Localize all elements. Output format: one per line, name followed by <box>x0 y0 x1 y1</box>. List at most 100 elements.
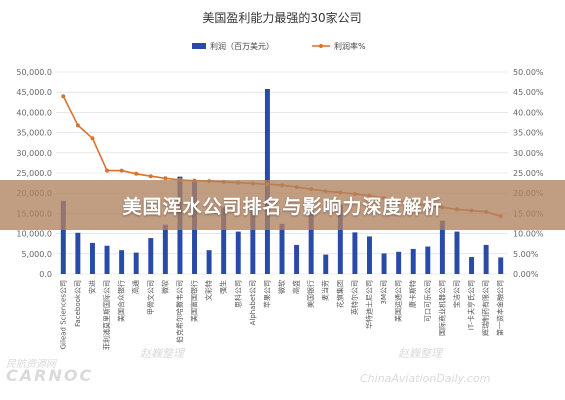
category-label: 苹果公司 <box>262 280 271 308</box>
profit-bar <box>323 254 329 274</box>
category-label: 康卡斯特 <box>408 280 417 308</box>
right-tick-label: 0.00% <box>513 270 539 279</box>
category-label: 美国合众银行 <box>117 280 126 322</box>
margin-point <box>105 168 110 173</box>
profit-bar <box>162 224 168 274</box>
profit-bar <box>498 257 504 274</box>
left-tick-label: 30,000.0 <box>16 149 52 158</box>
category-label: 辉瑞制药有限公司 <box>481 280 490 336</box>
profit-bar <box>396 251 402 274</box>
category-label: 宝洁公司 <box>452 280 461 308</box>
left-tick-label: 25,000.0 <box>16 169 52 178</box>
category-label: 国际商业机器公司 <box>437 280 446 336</box>
category-label: 甲骨文公司 <box>146 280 155 315</box>
profit-bar <box>104 245 110 274</box>
legend-bar-swatch <box>192 43 206 49</box>
category-label: 第一资本金融公司 <box>496 280 505 336</box>
left-tick-label: 35,000.0 <box>16 129 52 138</box>
left-tick-label: 5,000.0 <box>21 250 52 259</box>
category-label: 麦当劳 <box>321 280 330 301</box>
profit-bar <box>469 257 475 274</box>
legend-line-label: 利润率% <box>334 41 366 51</box>
category-label: 文彩特 <box>204 280 213 301</box>
profit-bar <box>308 209 314 274</box>
legend: 利润（百万美元） 利润率% <box>192 41 366 51</box>
profit-bar <box>294 244 300 274</box>
left-tick-label: 0.0 <box>39 270 52 279</box>
headline-text: 美国浑水公司排名与影响力深度解析 <box>122 195 443 218</box>
category-label: 美国运通公司 <box>394 280 403 322</box>
margin-point <box>90 136 95 141</box>
category-label: 安进 <box>87 280 96 294</box>
profit-bar <box>89 242 95 274</box>
watermark-author: 赵巍整理 <box>140 347 184 360</box>
category-label: 花旗集团 <box>335 280 344 308</box>
right-tick-label: 35.00% <box>513 129 544 138</box>
category-label: 微软 <box>160 280 169 294</box>
profit-bar <box>439 220 445 274</box>
right-tick-label: 25.00% <box>513 169 544 178</box>
category-label: Gilead Sciences公司 <box>59 280 67 349</box>
right-tick-label: 50.00% <box>513 68 544 77</box>
legend-line-marker <box>319 44 323 48</box>
profit-bar <box>119 250 125 274</box>
left-tick-label: 45,000.0 <box>16 88 52 97</box>
profit-bar <box>206 250 212 274</box>
headline-banner: 美国浑水公司排名与影响力深度解析 <box>0 180 565 230</box>
margin-point <box>61 94 66 99</box>
category-label: 强生 <box>219 280 228 294</box>
category-label: 伯克希尔哈撒韦公司 <box>175 280 184 343</box>
left-tick-label: 50,000.0 <box>16 68 52 77</box>
category-label: Alphabet公司 <box>249 280 257 325</box>
profit-bar <box>279 223 285 274</box>
category-label: 思科公司 <box>233 280 242 308</box>
profit-bar <box>425 246 431 274</box>
profit-bar <box>250 208 256 274</box>
profit-bar <box>410 248 416 274</box>
margin-point <box>163 176 168 181</box>
legend-bar-label: 利润（百万美元） <box>210 41 274 51</box>
profit-bar <box>221 207 227 274</box>
profit-bar <box>352 232 358 274</box>
profit-bar <box>148 238 154 274</box>
margin-point <box>119 168 124 173</box>
category-label: 可口可乐公司 <box>423 280 432 322</box>
profit-bar <box>454 231 460 274</box>
watermark-site: ChinaAviationDaily.com <box>360 372 491 385</box>
margin-point <box>148 174 153 179</box>
category-label: 微软 <box>277 280 286 294</box>
profit-bar <box>75 232 81 274</box>
profit-bar <box>381 253 387 274</box>
watermark-author-right: 赵巍整理 <box>398 347 442 360</box>
category-label: 英特尔公司 <box>350 280 359 315</box>
margin-point <box>75 123 80 128</box>
profit-bar <box>235 231 241 274</box>
left-tick-label: 10,000.0 <box>16 230 52 239</box>
profit-bar <box>60 200 66 274</box>
right-tick-label: 40.00% <box>513 108 544 117</box>
category-label: 高盛 <box>292 280 301 294</box>
chart-title: 美国盈利能力最强的30家公司 <box>202 10 361 25</box>
category-label: 菲利浦莫里斯国际公司 <box>102 280 111 350</box>
category-label: Facebook公司 <box>74 280 82 327</box>
left-tick-label: 40,000.0 <box>16 108 52 117</box>
watermark-small: 民航资源网 <box>6 359 56 370</box>
right-tick-label: 30.00% <box>513 149 544 158</box>
category-label: 华特迪士尼公司 <box>364 280 373 329</box>
category-label: 高通 <box>131 280 140 294</box>
right-tick-label: 10.00% <box>513 230 544 239</box>
right-tick-label: 5.00% <box>513 250 539 259</box>
category-label: 3M公司 <box>380 280 388 305</box>
profit-bar <box>483 244 489 274</box>
right-axis-ticks: 0.00%5.00%10.00%15.00%20.00%25.00%30.00%… <box>513 68 544 279</box>
right-tick-label: 45.00% <box>513 88 544 97</box>
category-label: IT-卡夫亨氏公司 <box>467 280 476 330</box>
profit-bar <box>133 252 139 274</box>
category-label: 美国银行 <box>306 280 315 308</box>
watermark-logo: CARNOC <box>6 366 94 385</box>
category-labels: Gilead Sciences公司 Facebook公司 安进 菲利浦莫里斯国际公司美… <box>59 280 504 350</box>
profit-bar <box>367 236 372 274</box>
left-axis-ticks: 0.05,000.010,000.015,000.020,000.025,000… <box>16 68 52 279</box>
margin-point <box>134 171 139 176</box>
